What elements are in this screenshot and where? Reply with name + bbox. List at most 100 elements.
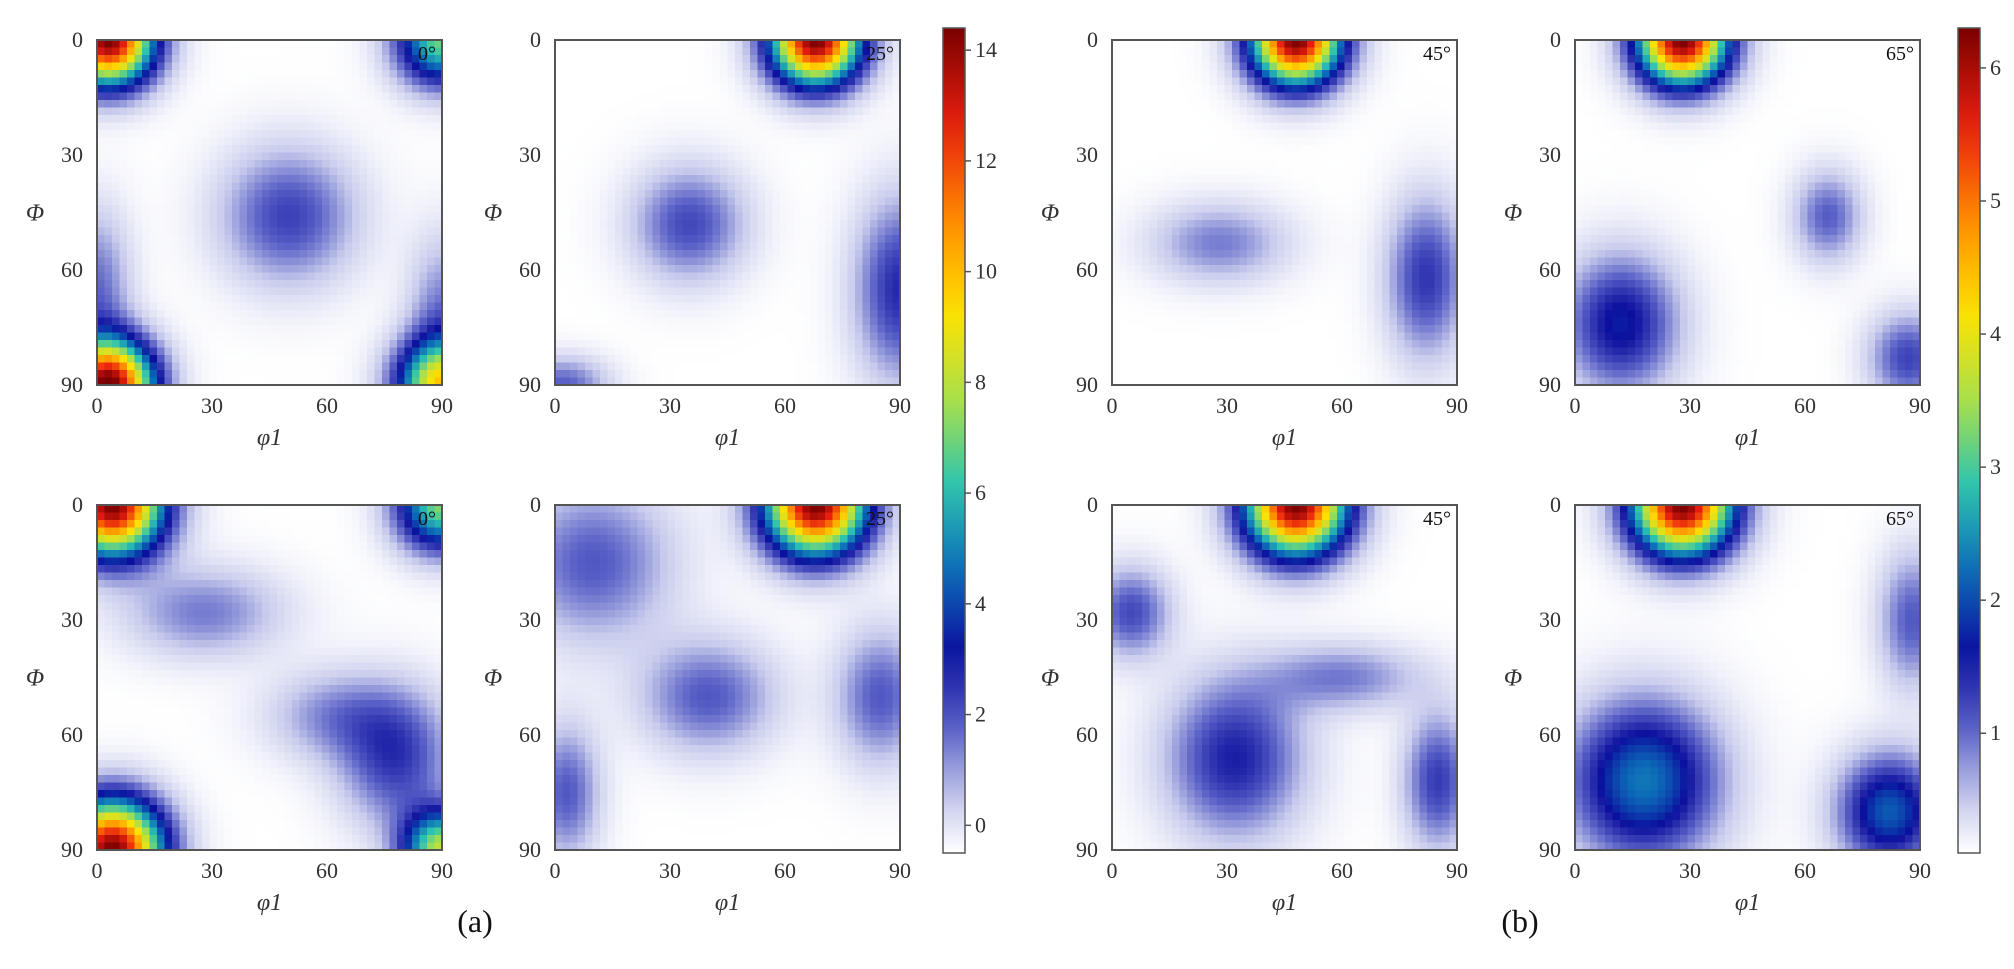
heat-cell [577,85,586,94]
heat-cell [802,130,811,139]
heat-cell [720,340,729,349]
heat-cell [1224,85,1233,94]
heat-cell [104,190,113,199]
plot-frame [554,39,901,386]
heat-cell [1127,130,1136,139]
heat-cell [1209,302,1218,311]
heat-cell [675,287,684,296]
heat-cell [322,332,331,341]
heat-cell [194,370,203,379]
heat-cell [757,175,766,184]
heat-cell [562,152,571,161]
heat-cell [172,377,181,385]
heat-cell [404,130,413,139]
heat-cell [397,362,406,371]
heat-cell [127,70,136,79]
heat-cell [1142,310,1151,319]
heat-cell [1217,47,1226,56]
heat-cell [877,167,886,176]
heat-cell [705,370,714,379]
heat-cell [337,295,346,304]
heat-cell [239,175,248,184]
heat-cell [299,122,308,131]
heat-cell [367,175,376,184]
heat-cell [622,47,631,56]
heat-cell [314,190,323,199]
heat-cell [292,347,301,356]
heat-cell [224,145,233,154]
heat-cell [389,212,398,221]
heat-cell [382,197,391,206]
heat-cell [172,40,181,49]
heat-cell [224,122,233,131]
heat-cell [1179,332,1188,341]
heat-cell [404,107,413,116]
heat-cell [419,317,428,326]
heat-cell [1119,325,1128,334]
heat-cell [735,115,744,124]
heat-cell [630,310,639,319]
heat-cell [1179,257,1188,266]
heat-cell [382,145,391,154]
heat-cell [660,362,669,371]
heat-cell [817,377,826,385]
heat-cell [742,250,751,259]
heat-cell [607,325,616,334]
heat-cell [382,190,391,199]
heat-cell [795,182,804,191]
heat-cell [134,167,143,176]
heat-cell [892,377,900,385]
heat-cell [194,115,203,124]
heat-cell [1224,107,1233,116]
heat-cell [239,85,248,94]
heat-cell [615,332,624,341]
heat-cell [262,130,271,139]
heat-cell [142,272,151,281]
heat-cell [607,317,616,326]
heat-cell [397,92,406,101]
heat-cell [1217,85,1226,94]
heat-cell [397,257,406,266]
heat-cell [840,227,849,236]
heat-cell [172,280,181,289]
heat-cell [329,137,338,146]
heat-cell [1179,310,1188,319]
heat-cell [645,272,654,281]
heat-cell [419,347,428,356]
heat-cell [352,250,361,259]
heat-cell [247,235,256,244]
heat-cell [630,197,639,206]
heat-cell [404,100,413,109]
heat-cell [419,212,428,221]
heat-cell [667,145,676,154]
heat-cell [705,212,714,221]
heat-cell [772,250,781,259]
heat-cell [202,85,211,94]
heat-cell [142,145,151,154]
heat-cell [434,242,442,251]
heat-cell [374,62,383,71]
heat-cell [119,272,128,281]
heat-cell [292,182,301,191]
heat-cell [119,302,128,311]
heat-cell [645,122,654,131]
heat-cell [682,190,691,199]
heat-cell [765,160,774,169]
heat-cell [675,70,684,79]
heat-cell [802,355,811,364]
heat-cell [104,77,113,86]
heat-cell [1172,242,1181,251]
heat-cell [840,235,849,244]
heat-cell [592,100,601,109]
heat-cell [555,317,564,326]
heat-cell [652,40,661,49]
heat-cell [855,92,864,101]
heat-cell [810,370,819,379]
heat-cell [1112,325,1121,334]
heat-cell [389,205,398,214]
heat-cell [817,70,826,79]
heat-cell [329,115,338,124]
heat-cell [1224,347,1233,356]
heat-cell [577,152,586,161]
heat-cell [667,370,676,379]
